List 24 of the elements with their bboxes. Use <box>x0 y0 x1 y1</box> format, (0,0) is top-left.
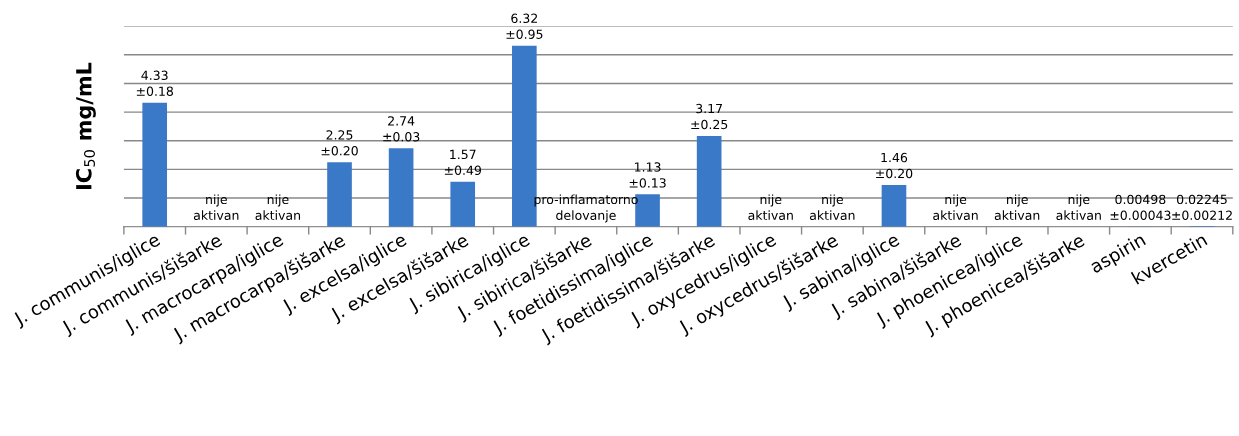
text: nije aktivan <box>748 194 793 220</box>
bar <box>388 148 414 227</box>
data-label: 6.32 ±0.95 <box>506 13 543 39</box>
bar <box>142 102 168 227</box>
text: nije aktivan <box>994 194 1040 220</box>
data-label: 1.57 ±0.49 <box>444 149 482 176</box>
bar <box>450 181 476 227</box>
text: nije aktivan <box>809 194 855 220</box>
data-label: 1.46 ±0.20 <box>876 152 913 179</box>
data-label: 3.17 ±0.25 <box>691 103 728 130</box>
data-label: 4.33 ±0.18 <box>136 70 173 96</box>
data-label: 2.74 ±0.03 <box>383 116 420 142</box>
bar <box>881 184 907 227</box>
y-axis-title: IC$_{50}$ mg/mL <box>75 62 96 190</box>
data-label: 1.13 ±0.13 <box>629 162 666 188</box>
bar <box>327 162 352 227</box>
text: nije aktivan <box>933 194 978 220</box>
data-label: 0.02245 ±0.00212 <box>1172 194 1232 220</box>
text: nije aktivan <box>193 194 239 220</box>
text: nije aktivan <box>255 194 300 220</box>
data-label: 2.25 ±0.20 <box>321 130 358 156</box>
text: nije aktivan <box>1056 194 1101 220</box>
bar <box>696 135 722 227</box>
data-label: 0.00498 ±0.00043 <box>1110 194 1171 220</box>
